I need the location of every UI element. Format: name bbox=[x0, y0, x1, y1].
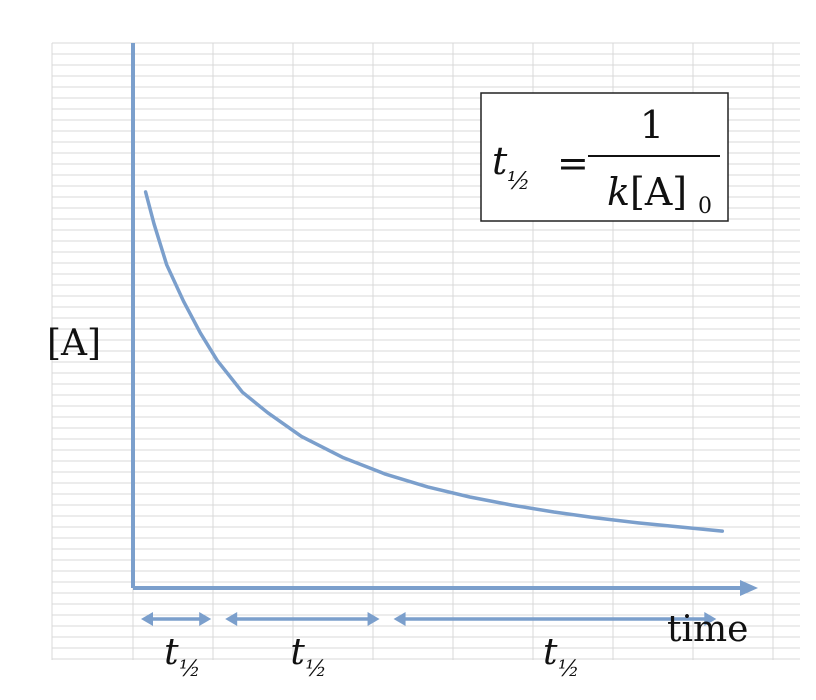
x-axis-label: time bbox=[667, 609, 748, 650]
half-life-label-subscript-2: ½ bbox=[305, 657, 326, 682]
formula-denominator-k: k bbox=[607, 170, 630, 214]
formula-denominator-subscript: 0 bbox=[698, 194, 712, 219]
half-life-label-2: t bbox=[290, 632, 305, 673]
x-axis-arrowhead bbox=[740, 580, 758, 596]
axes bbox=[131, 43, 758, 596]
half-life-arrowhead-left bbox=[393, 612, 406, 626]
concentration-series-line bbox=[143, 190, 725, 533]
formula-lhs-subscript: ½ bbox=[507, 167, 530, 195]
half-life-label-3: t bbox=[543, 632, 558, 673]
half-life-arrowhead-right bbox=[704, 612, 717, 626]
half-life-arrowhead-right bbox=[199, 612, 212, 626]
y-axis-label: [A] bbox=[47, 323, 101, 364]
formula-lhs-base: t bbox=[492, 139, 508, 183]
half-life-arrowhead-right bbox=[367, 612, 380, 626]
concentration-curve bbox=[143, 190, 725, 533]
formula-equals: = bbox=[557, 141, 589, 185]
half-life-formula-box: t ½ = 1 k [A] 0 bbox=[480, 92, 729, 222]
half-life-label-subscript-1: ½ bbox=[179, 657, 200, 682]
formula-denominator-concentration: [A] bbox=[630, 170, 687, 214]
formula-numerator: 1 bbox=[640, 103, 664, 147]
half-life-label-1: t bbox=[164, 632, 179, 673]
half-life-arrowhead-left bbox=[225, 612, 238, 626]
half-life-arrowhead-left bbox=[141, 612, 153, 626]
half-life-label-subscript-3: ½ bbox=[558, 657, 579, 682]
